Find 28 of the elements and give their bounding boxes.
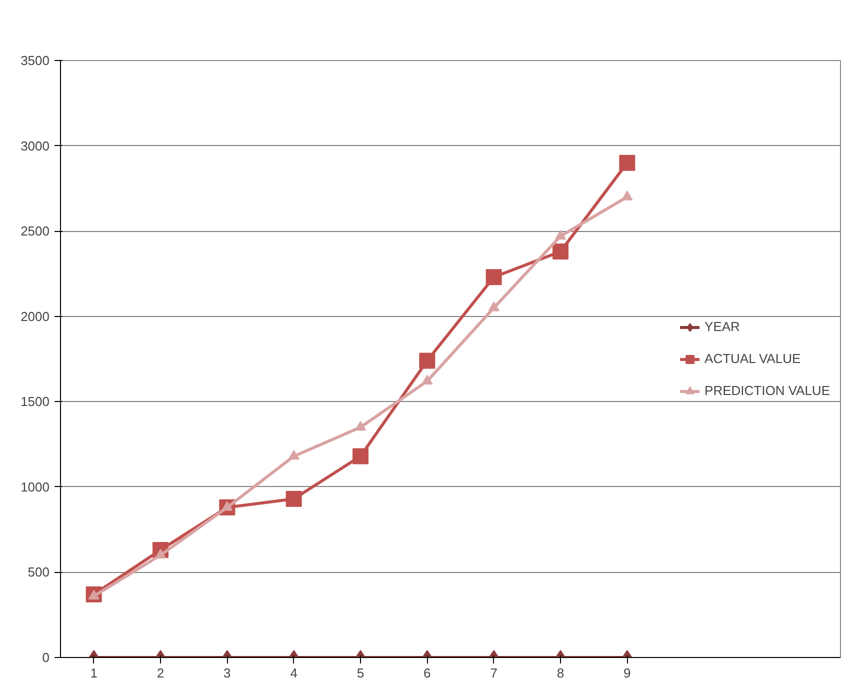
y-tick-label: 2000 (20, 308, 50, 324)
legend-label: ACTUAL VALUE (704, 351, 801, 366)
y-tick-label: 3000 (20, 138, 50, 154)
point (422, 374, 433, 385)
point (355, 420, 366, 431)
legend-label: PREDICTION VALUE (704, 383, 830, 398)
point (552, 244, 568, 260)
point (619, 154, 636, 171)
x-tick-label: 4 (290, 666, 298, 680)
point (486, 269, 502, 286)
x-tick-label: 3 (224, 666, 231, 680)
y-tick-label: 2500 (20, 224, 50, 239)
x-tick-label: 9 (624, 666, 631, 680)
x-tick-label: 2 (156, 666, 164, 680)
y-tick-label: 3500 (20, 53, 50, 68)
legend-label: YEAR (704, 319, 740, 334)
y-tick-label: 500 (28, 564, 50, 580)
y-tick-label: 1500 (20, 394, 50, 410)
point (419, 352, 436, 369)
x-tick-label: 6 (424, 666, 431, 680)
x-tick-label: 8 (556, 666, 564, 680)
y-tick-label: 1000 (20, 479, 50, 494)
x-tick-label: 1 (90, 666, 98, 680)
point (488, 302, 500, 312)
x-tick-label: 7 (490, 666, 498, 680)
x-tick-label: 5 (356, 666, 364, 680)
point (288, 450, 300, 460)
y-tick-label: 0 (42, 650, 50, 665)
